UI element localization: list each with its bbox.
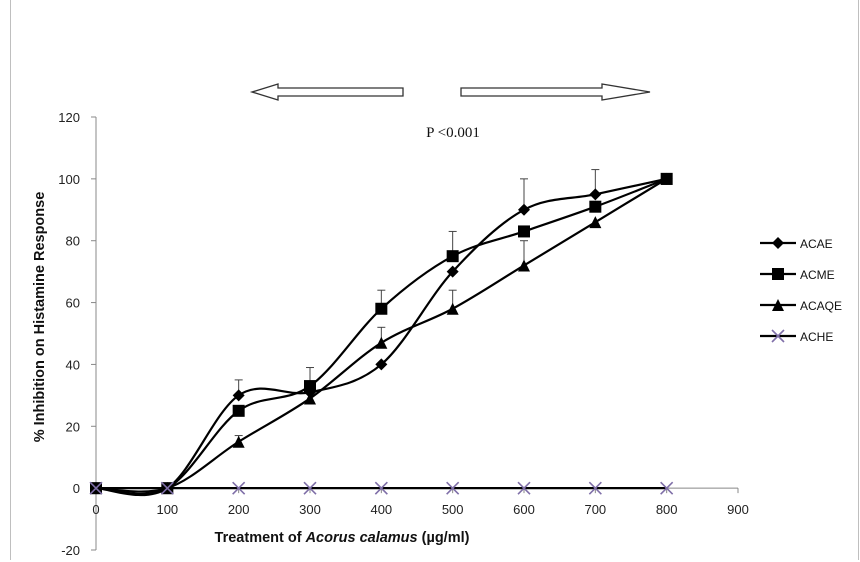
x-axis-title-species: Acorus calamus	[305, 530, 418, 546]
data-point-ache-stroke	[303, 481, 317, 495]
y-tick-label: 40	[66, 357, 80, 372]
data-point-ache	[588, 481, 602, 495]
data-point-acae	[232, 389, 245, 402]
data-point-acme	[375, 302, 388, 315]
x-tick-label: 900	[727, 502, 749, 517]
data-point-acae	[446, 265, 459, 278]
y-tick-label: 60	[66, 296, 80, 311]
legend-label-ache: ACHE	[800, 330, 833, 344]
data-point-acae	[589, 188, 602, 201]
x-tick-label: 300	[299, 502, 321, 517]
x-tick-label: 0	[92, 502, 99, 517]
x-tick-label: 600	[513, 502, 535, 517]
error-bars	[234, 169, 600, 442]
data-point-acme	[589, 200, 602, 213]
x-tick-label: 100	[156, 502, 178, 517]
chart-frame	[10, 0, 859, 560]
data-point-acaqe	[304, 392, 316, 405]
x-tick-label: 800	[656, 502, 678, 517]
y-tick-label: 0	[73, 481, 80, 496]
annotation-box: P <0.001	[180, 105, 665, 157]
data-point-acme	[304, 380, 316, 393]
series-markers	[89, 172, 674, 495]
x-axis-title: Treatment of Acorus calamus (µg/ml)	[215, 530, 470, 546]
data-point-ache-stroke	[374, 481, 388, 495]
data-point-acae	[518, 203, 530, 216]
data-point-ache	[232, 481, 246, 495]
legend-marker-ache	[771, 329, 785, 343]
data-point-ache-stroke	[446, 481, 460, 495]
data-point-ache	[660, 481, 674, 495]
right-arrow	[460, 83, 651, 101]
data-point-acaqe	[518, 259, 530, 272]
data-point-ache	[303, 481, 317, 495]
y-tick-label: 120	[58, 110, 80, 125]
left-arrow	[249, 83, 404, 101]
y-tick-label: -20	[61, 543, 80, 558]
data-point-ache-stroke	[89, 481, 103, 495]
legend-marker-acaqe	[772, 299, 784, 311]
significance-annotation: P <0.001	[426, 125, 480, 141]
data-point-acaqe	[232, 435, 245, 448]
y-axis-title: % Inhibition on Histamine Response	[32, 192, 48, 443]
x-tick-label: 500	[442, 502, 464, 517]
x-tick-label: 700	[584, 502, 606, 517]
data-point-ache-stroke	[517, 481, 531, 495]
y-tick-label: 20	[66, 419, 80, 434]
data-point-acaqe	[446, 302, 459, 315]
legend-marker-acae	[772, 237, 784, 249]
data-point-acme	[232, 404, 245, 417]
data-point-acme	[518, 225, 530, 238]
y-tick-label: 80	[66, 234, 80, 249]
data-point-acaqe	[589, 216, 602, 229]
data-point-ache	[374, 481, 388, 495]
data-point-acaqe	[375, 336, 388, 349]
x-tick-label: 200	[228, 502, 250, 517]
x-tick-label: 400	[370, 502, 392, 517]
legend-label-acme: ACME	[800, 268, 835, 282]
legend-marker-acme	[772, 268, 784, 280]
y-tick-label: 100	[58, 172, 80, 187]
data-point-acae	[375, 358, 388, 371]
x-axis-title-unit: (µg/ml)	[418, 530, 470, 546]
data-point-ache	[446, 481, 460, 495]
range-arrows	[249, 83, 651, 101]
legend: ACAE ACME ACAQE ACHE	[760, 237, 842, 344]
data-point-ache-stroke	[160, 481, 174, 495]
series-line-acme	[95, 177, 668, 495]
legend-marker-ache-stroke	[771, 329, 785, 343]
legend-label-acaqe: ACAQE	[800, 299, 842, 313]
data-point-acme	[446, 250, 459, 263]
x-axis-title-prefix: Treatment of	[215, 530, 306, 546]
data-point-ache	[517, 481, 531, 495]
data-point-ache-stroke	[232, 481, 246, 495]
data-point-ache	[160, 481, 174, 495]
data-point-ache-stroke	[660, 481, 674, 495]
data-point-acaqe	[660, 172, 673, 185]
data-point-ache-stroke	[588, 481, 602, 495]
data-point-ache	[89, 481, 103, 495]
legend-label-acae: ACAE	[800, 237, 833, 251]
